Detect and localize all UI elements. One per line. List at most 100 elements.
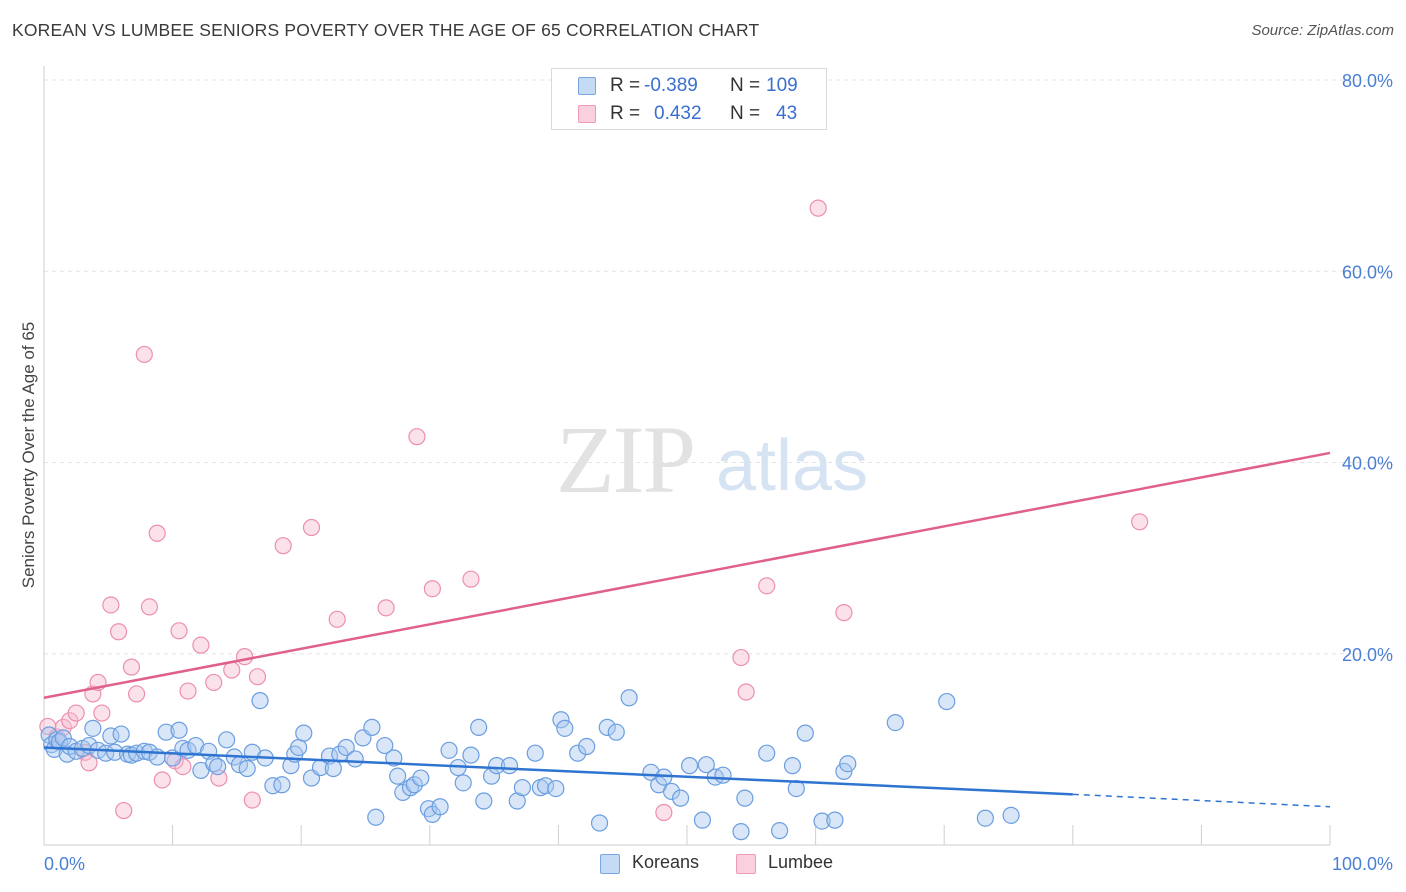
lumbee-points: [39, 199, 1149, 822]
lumbee-point: [248, 668, 267, 686]
korean-point: [389, 767, 407, 785]
lumbee-n-value: 43: [776, 103, 798, 124]
korean-point: [431, 798, 449, 816]
korean-point: [697, 756, 715, 774]
y-tick-label: 80.0%: [1342, 71, 1393, 91]
x-tick-label: 0.0%: [44, 854, 85, 874]
y-axis-label: Seniors Poverty Over the Age of 65: [19, 322, 38, 588]
legend-r-label: R =: [610, 75, 641, 96]
korean-point: [363, 718, 381, 736]
korean-point: [714, 766, 732, 784]
chart-title: KOREAN VS LUMBEE SENIORS POVERTY OVER TH…: [12, 20, 760, 40]
korean-point: [157, 723, 175, 741]
korean-point: [569, 744, 587, 762]
korean-point: [475, 792, 493, 810]
lumbee-legend-swatch: [736, 854, 756, 874]
korean-point: [102, 727, 120, 745]
lumbee-point: [192, 636, 210, 654]
lumbee-point: [655, 803, 673, 822]
korean-point: [736, 789, 754, 807]
korean-point: [607, 723, 625, 741]
korean-point: [376, 736, 394, 755]
korean-point: [1002, 806, 1020, 824]
korean-point: [680, 757, 699, 775]
korean-point: [462, 746, 480, 764]
korean-point: [578, 737, 596, 756]
lumbee-point: [732, 648, 750, 667]
korean-point: [324, 759, 342, 778]
korean-point: [346, 750, 364, 768]
korean-point: [938, 692, 956, 711]
lumbee-point: [1131, 513, 1149, 531]
lumbee-point: [102, 596, 120, 614]
korean-point: [536, 777, 555, 795]
lumbee-point: [205, 673, 223, 692]
korean-point: [590, 814, 609, 832]
korean-point: [337, 738, 355, 757]
lumbee-point: [835, 604, 853, 622]
lumbee-point: [809, 199, 827, 217]
korean-point: [620, 689, 638, 707]
lumbee-point: [377, 599, 395, 617]
korean-point: [295, 724, 313, 742]
korean-point: [813, 812, 831, 830]
lumbee-point: [122, 658, 141, 676]
korean-point: [796, 724, 814, 742]
lumbee-point: [115, 801, 133, 820]
korean-point: [598, 718, 616, 736]
korean-point: [488, 757, 506, 775]
korean-point: [547, 779, 565, 798]
y-tick-label: 40.0%: [1342, 454, 1393, 474]
korean-point: [693, 811, 712, 829]
lumbee-point: [737, 683, 755, 701]
lumbee-point: [109, 623, 128, 641]
korean-point: [662, 782, 681, 801]
lumbee-point: [140, 598, 159, 616]
korean-point: [238, 759, 256, 778]
koreans-trend-line: [43, 746, 1073, 796]
lumbee-point: [127, 685, 146, 703]
korean-point: [886, 713, 904, 732]
koreans-trend-extension: [1072, 793, 1331, 808]
korean-point: [671, 789, 690, 807]
lumbee-point: [243, 791, 261, 809]
lumbee-point: [758, 577, 776, 595]
korean-point: [526, 744, 544, 762]
watermark-atlas: atlas: [716, 426, 868, 506]
lumbee-point: [274, 537, 292, 555]
grid-layer: [44, 79, 1392, 655]
korean-point: [112, 725, 130, 743]
korean-point: [440, 741, 458, 759]
koreans-swatch: [578, 77, 596, 95]
korean-point: [218, 731, 236, 749]
y-tick-label: 60.0%: [1342, 262, 1393, 282]
korean-point: [783, 757, 802, 775]
korean-point: [976, 809, 994, 827]
korean-point: [470, 718, 488, 736]
lumbee-point: [67, 704, 85, 722]
korean-point: [732, 823, 750, 841]
korean-point: [500, 757, 519, 775]
korean-point: [770, 822, 789, 840]
axes-layer: [43, 66, 1331, 846]
lumbee-point: [462, 570, 480, 588]
legend-n-label: N =: [730, 75, 761, 96]
lumbee-trend-line: [43, 451, 1331, 699]
korean-point: [290, 738, 308, 757]
korean-point: [412, 769, 430, 787]
lumbee-point: [408, 428, 426, 446]
legend-n-label: N =: [730, 103, 761, 124]
x-tick-label: 100.0%: [1332, 854, 1393, 874]
lumbee-point: [153, 771, 171, 789]
y-tick-label: 20.0%: [1342, 645, 1393, 665]
lumbee-point: [328, 610, 346, 628]
koreans-n-value: 109: [766, 75, 798, 96]
korean-point: [84, 719, 102, 737]
lumbee-point: [80, 754, 98, 772]
koreans-legend-swatch: [600, 854, 620, 874]
korean-point: [556, 719, 574, 737]
korean-point: [758, 744, 776, 762]
lumbee-legend-label: Lumbee: [768, 852, 834, 872]
korean-point: [405, 776, 423, 794]
